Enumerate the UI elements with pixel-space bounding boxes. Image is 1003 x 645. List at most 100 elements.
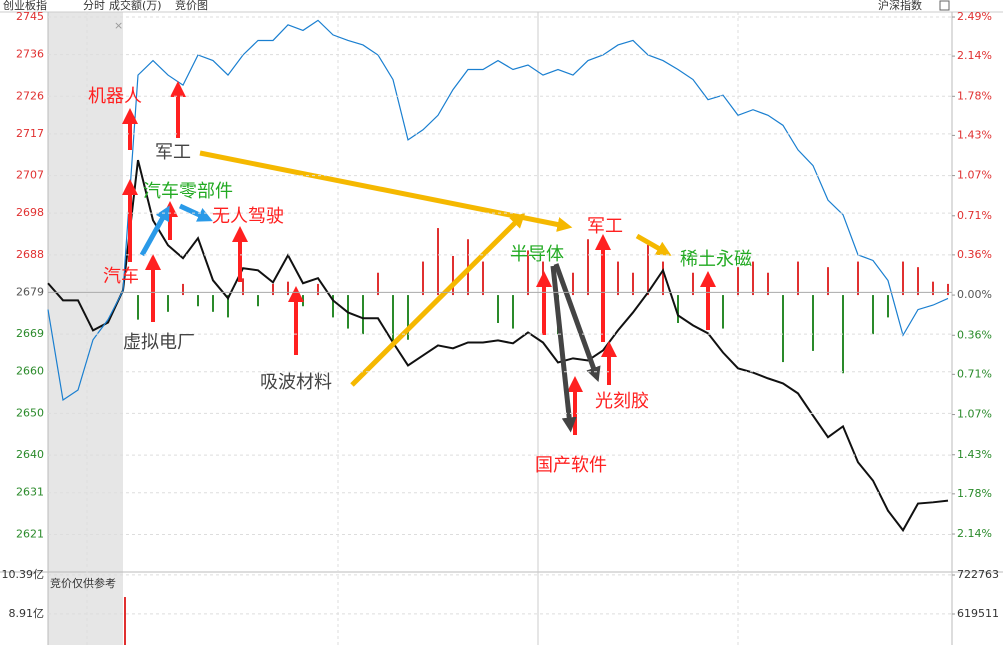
bar bbox=[812, 295, 814, 351]
bar bbox=[572, 272, 574, 296]
bar bbox=[422, 261, 424, 296]
annotation: 吸波材料 bbox=[260, 372, 332, 393]
header-label: 分时 bbox=[83, 0, 105, 12]
annotation: 稀土永磁 bbox=[680, 249, 752, 270]
bar bbox=[587, 239, 589, 296]
bar bbox=[767, 272, 769, 296]
bar bbox=[452, 255, 454, 296]
bar bbox=[932, 281, 934, 296]
header-title: 创业板指 bbox=[3, 0, 47, 12]
bar bbox=[212, 295, 214, 312]
y-tick-label: 2698 bbox=[16, 206, 44, 219]
y2-tick-label: 1.43% bbox=[957, 128, 992, 141]
y-tick-label: 8.91亿 bbox=[9, 607, 45, 620]
y2-tick-label: 2.14% bbox=[957, 49, 992, 62]
bar bbox=[872, 295, 874, 335]
bar bbox=[287, 281, 289, 296]
bar bbox=[632, 272, 634, 296]
y2-tick-label: 2.49% bbox=[957, 10, 992, 23]
annotation: 虚拟电厂 bbox=[123, 332, 195, 353]
bar bbox=[827, 267, 829, 296]
bar bbox=[137, 295, 139, 320]
y-tick-label: 2660 bbox=[16, 365, 44, 378]
panel-title: 竞价仅供参考 bbox=[50, 576, 116, 590]
bar bbox=[377, 272, 379, 296]
y2-tick-label: 722763 bbox=[957, 568, 999, 581]
y2-tick-label: 2.14% bbox=[957, 527, 992, 540]
bar bbox=[167, 295, 169, 312]
header-label: 竞价图 bbox=[175, 0, 208, 12]
y2-tick-label: 1.07% bbox=[957, 408, 992, 421]
annotation: 机器人 bbox=[88, 86, 142, 107]
header-label: 成交额(万) bbox=[109, 0, 162, 12]
annotation: 无人驾驶 bbox=[212, 206, 284, 227]
bar bbox=[752, 261, 754, 296]
bar bbox=[647, 244, 649, 296]
bar bbox=[692, 272, 694, 296]
bar bbox=[887, 295, 889, 318]
y-tick-label: 2726 bbox=[16, 89, 44, 102]
series-line bbox=[47, 159, 949, 533]
legend-entry: 沪深指数 bbox=[878, 0, 922, 12]
bar bbox=[182, 283, 184, 296]
bar bbox=[482, 261, 484, 296]
bar bbox=[677, 295, 679, 323]
bar bbox=[272, 283, 274, 296]
y-tick-label: 2745 bbox=[16, 10, 44, 23]
bar bbox=[124, 597, 126, 645]
bar bbox=[737, 267, 739, 296]
bar bbox=[242, 278, 244, 296]
bar bbox=[512, 295, 514, 329]
y2-tick-label: 0.71% bbox=[957, 367, 992, 380]
y-tick-label: 2707 bbox=[16, 169, 44, 182]
y-tick-label: 2688 bbox=[16, 248, 44, 261]
bar bbox=[392, 295, 394, 346]
bar bbox=[917, 267, 919, 296]
bar bbox=[722, 295, 724, 329]
bar bbox=[302, 295, 304, 307]
bar bbox=[332, 295, 334, 318]
y-tick-label: 2736 bbox=[16, 48, 44, 61]
y2-tick-label: 0.36% bbox=[957, 328, 992, 341]
vertical-grid bbox=[86, 12, 739, 645]
y-tick-label: 2717 bbox=[16, 127, 44, 140]
y2-tick-label: 1.78% bbox=[957, 89, 992, 102]
annotation: 军工 bbox=[587, 216, 623, 237]
close-icon: × bbox=[114, 19, 123, 32]
y-tick-label: 10.39亿 bbox=[2, 568, 45, 581]
annotation: 军工 bbox=[155, 142, 191, 163]
bar bbox=[362, 295, 364, 335]
bar bbox=[407, 295, 409, 340]
bar bbox=[662, 261, 664, 296]
bar bbox=[257, 295, 259, 307]
y2-tick-label: 0.00% bbox=[957, 288, 992, 301]
bar bbox=[437, 228, 439, 296]
bar bbox=[227, 295, 229, 318]
arrows bbox=[122, 81, 716, 435]
bar bbox=[857, 261, 859, 296]
bar bbox=[317, 283, 319, 296]
bar bbox=[527, 250, 529, 296]
bar bbox=[902, 261, 904, 296]
y-tick-label: 2669 bbox=[16, 327, 44, 340]
settings-icon[interactable] bbox=[939, 0, 950, 11]
y-tick-label: 2640 bbox=[16, 448, 44, 461]
y2-tick-label: 1.78% bbox=[957, 487, 992, 500]
bar bbox=[497, 295, 499, 323]
y-tick-label: 2631 bbox=[16, 486, 44, 499]
annotation: 半导体 bbox=[510, 244, 564, 265]
bar bbox=[797, 261, 799, 296]
y2-tick-label: 0.36% bbox=[957, 248, 992, 261]
bar bbox=[617, 261, 619, 296]
bar bbox=[197, 295, 199, 307]
y2-tick-label: 619511 bbox=[957, 607, 999, 620]
annotation: 汽车 bbox=[103, 266, 139, 287]
auction-area bbox=[48, 12, 123, 645]
y-tick-label: 2679 bbox=[16, 285, 44, 298]
annotation: 光刻胶 bbox=[595, 391, 649, 412]
y2-tick-label: 0.71% bbox=[957, 209, 992, 222]
y-tick-label: 2621 bbox=[16, 527, 44, 540]
y2-tick-label: 1.07% bbox=[957, 169, 992, 182]
y2-tick-label: 1.43% bbox=[957, 448, 992, 461]
